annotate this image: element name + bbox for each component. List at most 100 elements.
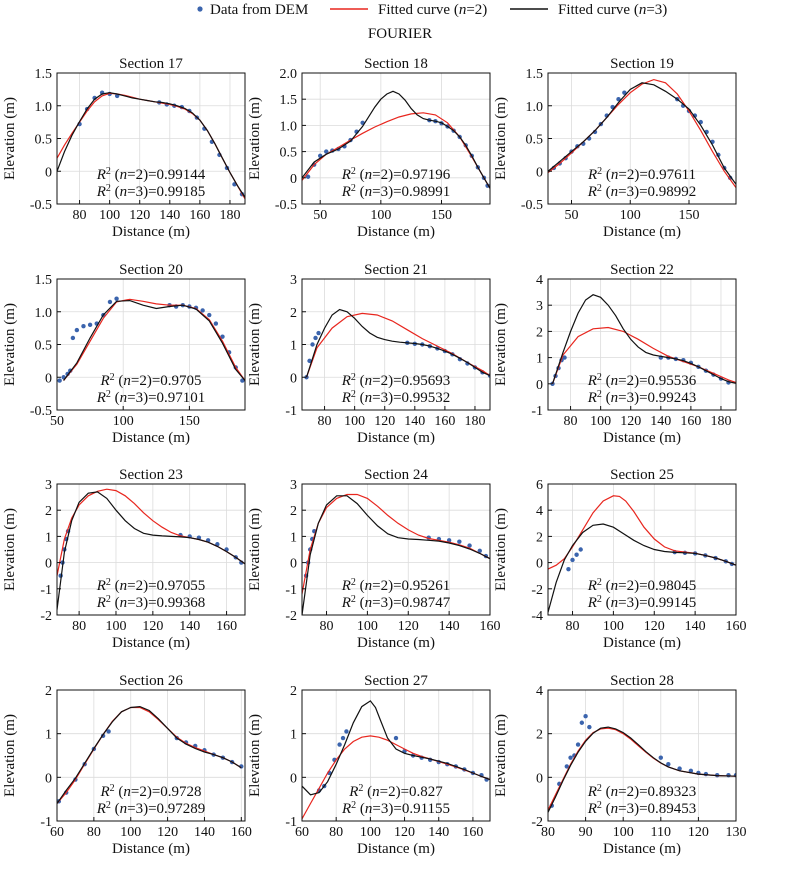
dem-point: [616, 97, 621, 102]
y-tick-label: 1: [290, 530, 297, 545]
dem-point: [579, 720, 585, 725]
legend-label-dem: Data from DEM: [210, 2, 308, 18]
y-tick-label: 1.5: [35, 273, 53, 288]
x-tick-label: 150: [179, 414, 200, 429]
fit-curve-n3: [57, 491, 245, 610]
y-tick-label: 1: [45, 530, 52, 545]
fit-curve-n3: [57, 705, 242, 804]
y-tick-label: -1: [285, 404, 297, 419]
x-tick-label: 120: [620, 414, 641, 429]
fit-curve-n2: [302, 493, 490, 595]
r2-annotation-n2: R2 (n=2)=0.95693: [341, 372, 451, 389]
panel-section-18: 50 100 150 -0.5 0 0.5 1.0 1.5 2.0 Section 18 Dista…: [247, 56, 491, 240]
x-tick-label: 80: [72, 619, 86, 634]
x-tick-label: 120: [142, 619, 163, 634]
dem-point: [393, 735, 399, 741]
x-tick-label: 140: [685, 619, 706, 634]
x-axis-label: Distance (m): [112, 635, 190, 651]
r2-annotation-n2: R2 (n=2)=0.97196: [341, 166, 451, 183]
axes-frame: [547, 689, 737, 822]
y-tick-label: 2: [290, 684, 297, 699]
y-tick-label: 0: [45, 557, 52, 572]
dem-point: [316, 330, 321, 336]
y-tick-label: -1: [285, 815, 297, 830]
r2-annotation-n3: R2 (n=3)=0.98747: [341, 594, 451, 611]
dem-point: [81, 323, 86, 329]
figure-title: FOURIER: [368, 26, 432, 42]
panel-section-24: 80 100 120 140 160 -2 -1 0 1 2 3 Section 24 Distance…: [247, 467, 501, 651]
y-tick-label: 0: [290, 771, 297, 786]
y-tick-label: 0: [45, 165, 52, 180]
panel-section-23: 80 100 120 140 160 -2 -1 0 1 2 3 Section 23 Distance…: [2, 467, 246, 651]
r2-annotation-n3: R2 (n=3)=0.89453: [587, 800, 697, 817]
x-tick-label: 140: [179, 619, 200, 634]
dem-point: [200, 308, 205, 313]
y-tick-label: -1: [531, 404, 543, 419]
x-tick-label: 80: [73, 208, 87, 223]
y-tick-label: 2: [290, 504, 297, 519]
fit-curve-n2: [548, 495, 736, 570]
plot-area: [302, 700, 490, 820]
y-tick-label: 0: [45, 371, 52, 386]
panel-section-26: 60 80 100 120 140 160 -1 0 1 2 Section 26 Distance …: [2, 673, 252, 857]
x-axis-label: Distance (m): [603, 841, 681, 857]
x-tick-label: 60: [295, 825, 309, 840]
panel-title: Section 21: [364, 262, 428, 278]
dem-point: [688, 768, 694, 773]
fit-curve-n3: [302, 90, 490, 189]
r2-annotation-n2: R2 (n=2)=0.827: [348, 783, 443, 800]
y-tick-label: 1: [290, 728, 297, 743]
dem-point: [457, 539, 462, 544]
panel-section-28: 80 90 100 110 120 130 -2 0 2 4 Section 28 Distance …: [493, 673, 747, 857]
x-axis-label: Distance (m): [603, 224, 681, 240]
x-tick-label: 140: [159, 208, 180, 223]
x-tick-label: 100: [370, 208, 391, 223]
dem-point: [587, 724, 592, 730]
x-tick-label: 120: [374, 414, 395, 429]
panel-section-25: 80 100 120 140 160 -4 -2 0 2 4 6 Section 25 Distance…: [493, 467, 747, 651]
x-tick-label: 100: [620, 208, 641, 223]
r2-annotation-n2: R2 (n=2)=0.98045: [587, 577, 697, 594]
dem-point: [207, 312, 212, 318]
plot-area: [550, 294, 736, 386]
r2-annotation-n3: R2 (n=3)=0.99368: [96, 594, 206, 611]
y-axis-label: Elevation (m): [247, 508, 263, 591]
r2-annotation-n2: R2 (n=2)=0.9705: [99, 372, 201, 389]
x-tick-label: 80: [564, 414, 578, 429]
dem-point: [324, 149, 329, 154]
panel-section-19: 50 100 150 -0.5 0 0.5 1.0 1.5 Section 19 Distance…: [493, 56, 737, 240]
x-tick-label: 50: [50, 414, 64, 429]
panel-title: Section 17: [119, 56, 183, 72]
y-axis-label: Elevation (m): [2, 303, 18, 386]
x-tick-label: 140: [650, 414, 671, 429]
y-tick-label: -0.5: [30, 404, 52, 419]
x-tick-label: 120: [644, 619, 665, 634]
y-axis-label: Elevation (m): [493, 714, 509, 797]
x-tick-label: 100: [113, 414, 134, 429]
fit-curve-n3: [57, 92, 245, 198]
panel-section-21: 80 100 120 140 160 180 -1 0 1 2 3 Section 21 Distanc…: [247, 262, 491, 446]
panel-section-22: 80 100 120 140 160 180 -1 0 1 2 3 4 Section 22 Distan…: [493, 262, 737, 446]
dem-point: [74, 327, 80, 333]
x-tick-label: 160: [462, 825, 483, 840]
dem-point: [337, 742, 342, 747]
dem-point: [564, 764, 569, 769]
x-tick-label: 80: [541, 825, 555, 840]
y-tick-label: 2: [290, 306, 297, 321]
panel-section-17: 80 100 120 140 160 180 -0.5 0 0.5 1.0 1.5 Section 1…: [2, 56, 246, 240]
axes-frame: [547, 483, 737, 616]
fit-curve-n2: [63, 298, 245, 381]
dem-point: [57, 378, 62, 383]
y-tick-label: -0.5: [30, 198, 52, 213]
x-tick-label: 100: [99, 208, 120, 223]
x-axis-label: Distance (m): [603, 635, 681, 651]
dem-point: [313, 335, 318, 341]
x-tick-label: 100: [360, 825, 381, 840]
x-axis-label: Distance (m): [357, 224, 435, 240]
panel-title: Section 26: [119, 673, 183, 689]
y-tick-label: 4: [536, 273, 543, 288]
panel-title: Section 24: [364, 467, 428, 483]
y-tick-label: 2: [45, 504, 52, 519]
x-tick-label: 120: [688, 825, 709, 840]
x-tick-label: 160: [189, 208, 210, 223]
